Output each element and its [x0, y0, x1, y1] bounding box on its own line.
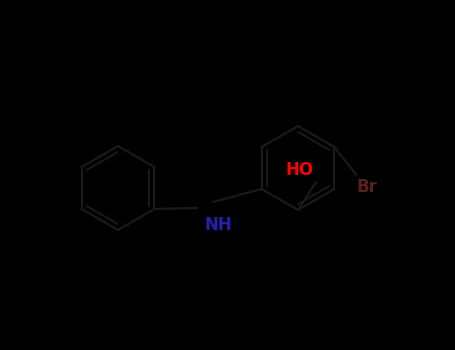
Text: Br: Br: [356, 178, 377, 196]
Text: NH: NH: [205, 216, 233, 234]
Text: HO: HO: [286, 161, 314, 179]
